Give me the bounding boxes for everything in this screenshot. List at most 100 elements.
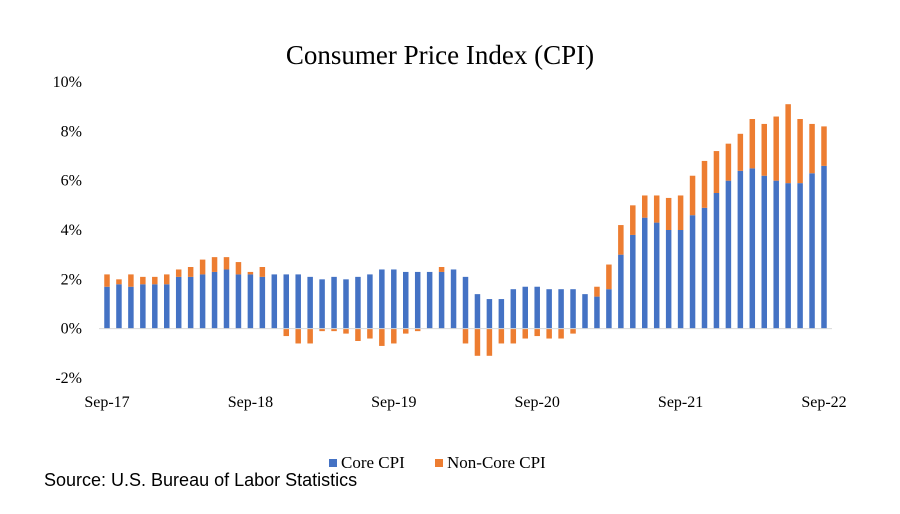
bar-core xyxy=(164,284,170,329)
bar-core xyxy=(809,173,815,329)
bar-core xyxy=(116,284,122,329)
bar-core xyxy=(534,286,540,329)
bar-core xyxy=(713,193,720,329)
bar-noncore xyxy=(749,119,756,169)
y-tick-label: 4% xyxy=(61,222,82,239)
bar-noncore xyxy=(713,151,720,193)
bar-core xyxy=(128,286,134,329)
bar-core xyxy=(438,271,445,329)
bar-core xyxy=(749,168,756,329)
x-tick-label: Sep-20 xyxy=(515,394,560,411)
bar-noncore xyxy=(677,195,684,230)
bar-noncore xyxy=(642,195,648,218)
bar-noncore xyxy=(570,328,576,334)
bar-core xyxy=(677,230,684,329)
bar-noncore xyxy=(665,197,672,230)
bar-noncore xyxy=(367,328,373,339)
bar-noncore xyxy=(223,257,230,270)
bar-core xyxy=(510,289,517,329)
x-tick-label: Sep-17 xyxy=(84,394,129,411)
bar-noncore xyxy=(606,264,612,290)
bar-noncore xyxy=(510,328,517,344)
bar-core xyxy=(331,276,337,329)
bar-core xyxy=(271,274,278,329)
bar-core xyxy=(773,180,779,329)
legend-swatch-noncore xyxy=(435,459,443,467)
bar-core xyxy=(606,289,612,329)
y-tick-label: 0% xyxy=(61,321,82,338)
bar-core xyxy=(558,289,564,329)
bar-noncore xyxy=(164,274,170,285)
bar-noncore xyxy=(773,116,779,181)
bar-noncore xyxy=(259,267,266,277)
bar-noncore xyxy=(235,262,242,275)
bar-core xyxy=(582,294,588,329)
legend: Core CPI Non-Core CPI xyxy=(329,453,546,472)
bar-noncore xyxy=(331,328,337,332)
bar-noncore xyxy=(558,328,564,339)
bar-noncore xyxy=(187,267,194,277)
bar-noncore xyxy=(343,328,349,334)
bar-noncore xyxy=(438,267,445,272)
y-axis: -2% 0% 2% 4% 6% 8% 10% xyxy=(53,74,82,387)
bar-noncore xyxy=(474,328,481,356)
bar-core xyxy=(725,180,732,329)
bar-core xyxy=(486,299,493,329)
bar-noncore xyxy=(522,328,528,339)
bar-core xyxy=(259,276,266,329)
bar-core xyxy=(426,271,433,329)
bar-core xyxy=(140,284,146,329)
bar-core xyxy=(642,217,648,329)
bar-core xyxy=(414,271,421,329)
bar-noncore xyxy=(152,276,158,285)
bar-core xyxy=(104,286,110,329)
bar-noncore xyxy=(247,271,254,275)
bar-noncore xyxy=(534,328,540,337)
bar-core xyxy=(343,279,349,329)
bar-core xyxy=(618,254,624,329)
bar-core xyxy=(594,296,600,329)
bar-noncore xyxy=(295,328,301,344)
bar-core xyxy=(462,276,469,329)
bar-noncore xyxy=(128,274,134,287)
bar-noncore xyxy=(498,328,505,344)
bar-noncore xyxy=(403,328,409,334)
x-axis: Sep-17 Sep-18 Sep-19 Sep-20 Sep-21 Sep-22 xyxy=(84,394,846,411)
bar-noncore xyxy=(785,104,791,184)
bar-core xyxy=(522,286,528,329)
bar-core xyxy=(391,269,397,329)
x-tick-label: Sep-22 xyxy=(801,394,846,411)
bar-noncore xyxy=(391,328,397,344)
bar-core xyxy=(223,269,230,329)
bar-core xyxy=(498,299,505,329)
legend-label-noncore: Non-Core CPI xyxy=(447,453,546,472)
bar-core xyxy=(152,284,158,329)
bar-core xyxy=(737,170,744,329)
bar-noncore xyxy=(618,225,624,255)
bar-noncore xyxy=(283,328,289,337)
bar-noncore xyxy=(630,205,636,235)
bar-core xyxy=(630,234,636,329)
bar-core xyxy=(761,175,767,329)
bar-core xyxy=(247,274,254,329)
x-tick-label: Sep-18 xyxy=(228,394,273,411)
bar-noncore xyxy=(414,328,421,332)
bars xyxy=(104,104,827,356)
bar-noncore xyxy=(175,269,182,277)
bar-noncore xyxy=(821,126,827,166)
bar-core xyxy=(450,269,457,329)
bar-noncore xyxy=(199,259,206,275)
bar-core xyxy=(546,289,552,329)
bar-noncore xyxy=(701,160,708,208)
y-tick-label: 10% xyxy=(53,74,82,91)
bar-core xyxy=(653,222,660,329)
bar-core xyxy=(797,183,803,329)
bar-core xyxy=(474,294,481,329)
bar-core xyxy=(295,274,301,329)
bar-noncore xyxy=(809,123,815,174)
bar-noncore xyxy=(546,328,552,339)
y-tick-label: 2% xyxy=(61,271,82,288)
bar-core xyxy=(689,215,696,329)
x-tick-label: Sep-19 xyxy=(371,394,416,411)
bar-noncore xyxy=(379,328,385,346)
